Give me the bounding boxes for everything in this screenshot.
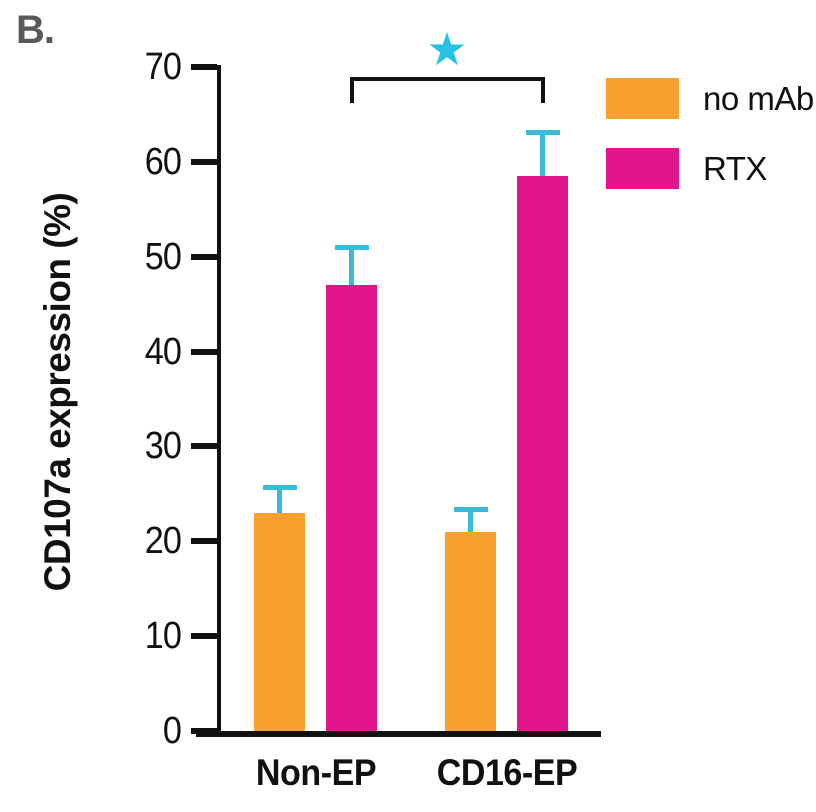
error-bar-cap bbox=[525, 130, 560, 136]
y-tick-label: 30 bbox=[144, 425, 182, 468]
error-bar-stem bbox=[349, 247, 354, 286]
error-bar-cap bbox=[262, 485, 297, 491]
y-tick-label: 20 bbox=[144, 520, 182, 563]
legend-item-RTX: RTX bbox=[606, 148, 814, 189]
y-axis-line bbox=[217, 65, 221, 737]
error-bar-stem bbox=[468, 509, 473, 532]
y-tick-mark bbox=[191, 443, 217, 450]
legend-label: no mAb bbox=[703, 80, 814, 117]
legend-swatch bbox=[606, 148, 679, 189]
y-tick-mark bbox=[191, 158, 217, 165]
x-category-label-Non-EP: Non-EP bbox=[255, 752, 376, 793]
x-category-label-CD16-EP: CD16-EP bbox=[436, 752, 577, 793]
bar-RTX-Non-EP bbox=[326, 285, 377, 734]
y-tick-label: 40 bbox=[144, 330, 182, 373]
y-tick-mark bbox=[191, 253, 217, 260]
significance-bracket-top bbox=[349, 77, 545, 81]
y-axis-title: CD107a expression (%) bbox=[37, 192, 78, 592]
y-tick-mark bbox=[191, 348, 217, 355]
y-tick-mark bbox=[191, 64, 217, 70]
error-bar-cap bbox=[453, 507, 488, 513]
bar-no-mAb-CD16-EP bbox=[445, 531, 496, 734]
y-tick-label: 60 bbox=[144, 140, 182, 183]
legend-swatch bbox=[606, 78, 679, 119]
y-tick-label: 50 bbox=[144, 235, 182, 278]
legend: no mAb RTX bbox=[606, 78, 814, 189]
significance-bracket-left-leg bbox=[349, 77, 354, 103]
error-bar-stem bbox=[540, 132, 545, 177]
y-tick-label: 0 bbox=[162, 710, 182, 752]
y-tick-label: 10 bbox=[144, 615, 182, 658]
legend-label: RTX bbox=[703, 150, 767, 187]
legend-item-no-mAb: no mAb bbox=[606, 78, 814, 119]
significance-star-icon: ★ bbox=[426, 23, 468, 75]
y-tick-mark bbox=[191, 538, 217, 545]
y-tick-mark bbox=[191, 728, 217, 734]
error-bar-cap bbox=[334, 245, 369, 251]
panel-label: B. bbox=[16, 8, 55, 52]
error-bar-stem bbox=[277, 487, 282, 513]
significance-bracket-right-leg bbox=[540, 77, 545, 103]
x-axis-line bbox=[196, 731, 601, 737]
bar-no-mAb-Non-EP bbox=[254, 512, 305, 734]
y-tick-mark bbox=[191, 633, 217, 640]
y-tick-label: 70 bbox=[144, 46, 182, 88]
bar-RTX-CD16-EP bbox=[517, 176, 568, 734]
